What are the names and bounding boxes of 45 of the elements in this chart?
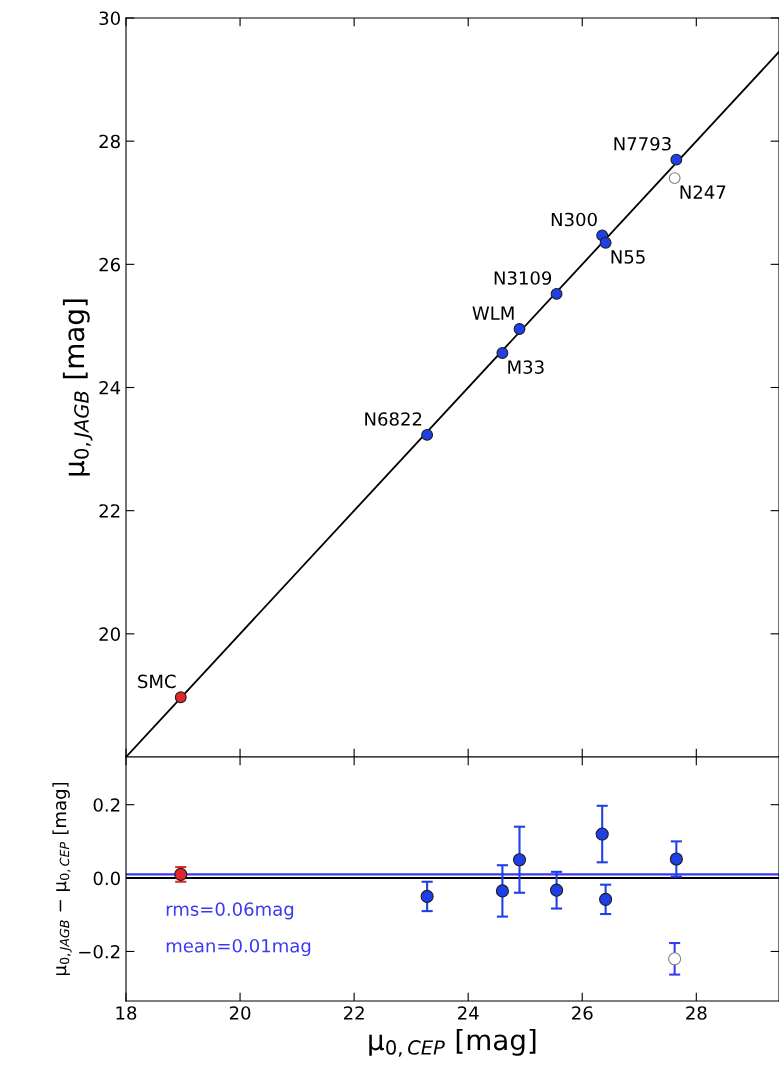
point <box>420 889 434 903</box>
annotation: N247 <box>680 185 726 199</box>
x-axis-title: μ$_{0,CEP}$ [mag] <box>369 1028 536 1057</box>
annotation: N300 <box>551 212 597 227</box>
point <box>512 853 527 867</box>
point <box>174 691 187 704</box>
point <box>670 153 683 166</box>
annotation: N3109 <box>494 271 552 285</box>
y-axis-title: μ$_{0,JAGB}$ [mag] <box>62 299 93 476</box>
point <box>495 884 509 898</box>
y-tick-label: −0.2 <box>79 944 120 959</box>
y-tick-label: 0.2 <box>93 798 120 812</box>
point <box>669 852 683 866</box>
point <box>595 827 609 841</box>
y-tick-label: 30 <box>99 11 120 26</box>
y-tick-label: 0.0 <box>93 871 120 886</box>
y-axis-title: μ$_{0,JAGB}$ − μ$_{0,CEP}$ [mag] <box>52 782 72 976</box>
annotation: WLM <box>472 306 514 320</box>
point <box>421 428 434 441</box>
x-tick-label: 24 <box>458 1006 479 1020</box>
y-tick-label: 20 <box>99 627 120 641</box>
x-tick-label: 28 <box>686 1006 707 1020</box>
annotation: mean=0.01mag <box>166 938 311 957</box>
point <box>550 287 563 300</box>
y-tick-label: 28 <box>99 134 120 149</box>
annotation: SMC <box>138 674 176 689</box>
point <box>550 883 564 897</box>
x-tick-label: 26 <box>572 1006 593 1020</box>
point <box>496 347 509 359</box>
annotation: N55 <box>611 250 645 264</box>
annotation: N6822 <box>365 412 422 426</box>
point <box>599 892 613 906</box>
point <box>599 236 612 249</box>
y-tick-label: 22 <box>99 504 120 518</box>
annotation: N7793 <box>614 136 671 151</box>
x-tick-label: 22 <box>343 1006 364 1020</box>
point <box>513 323 526 335</box>
x-tick-label: 20 <box>229 1006 251 1020</box>
annotation: rms=0.06mag <box>166 902 294 920</box>
x-tick-label: 18 <box>116 1006 137 1020</box>
point <box>668 172 681 185</box>
point <box>668 952 682 966</box>
y-tick-label: 26 <box>99 257 120 272</box>
y-tick-label: 24 <box>99 380 121 395</box>
annotation: M33 <box>508 360 544 374</box>
